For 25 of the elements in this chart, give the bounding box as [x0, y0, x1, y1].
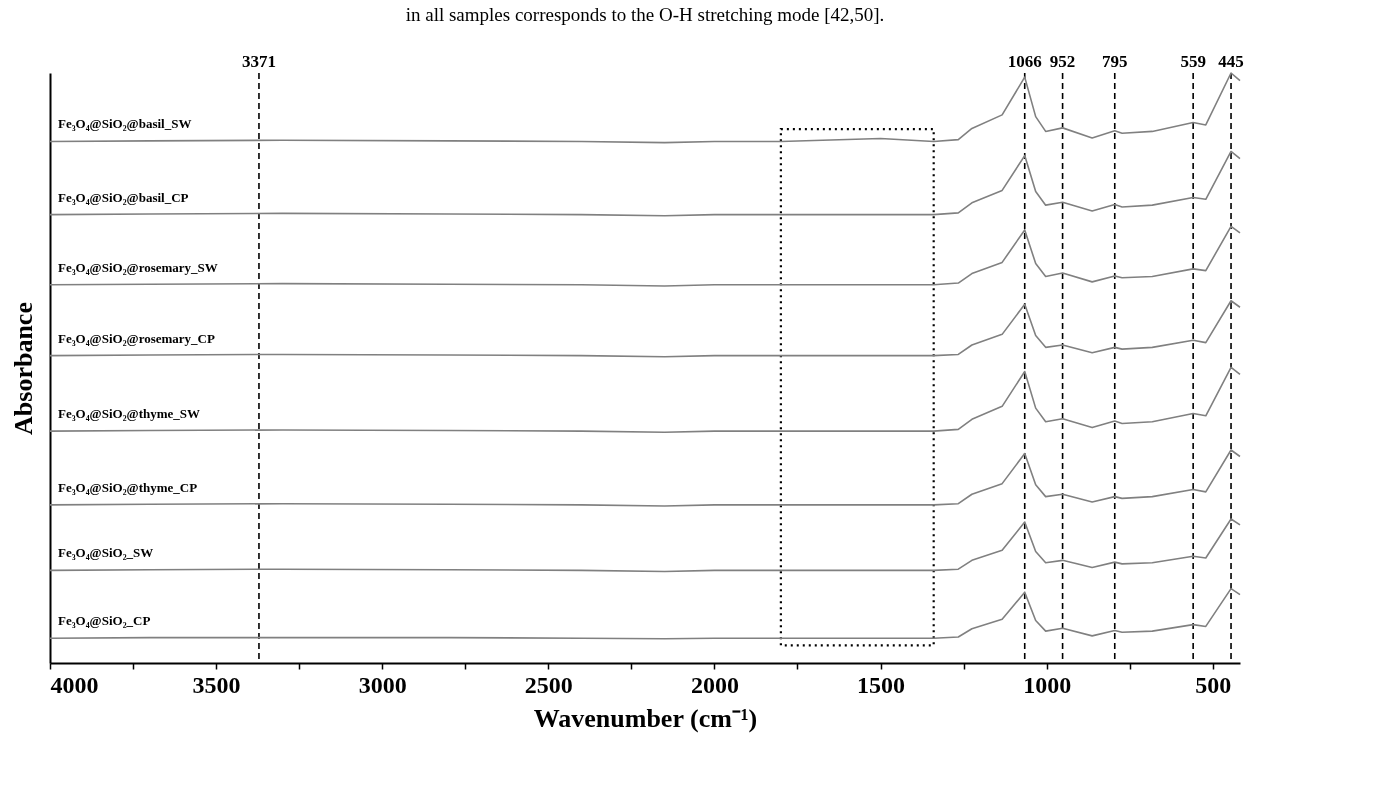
series-label: Fe₃O₄@SiO₂_SW [58, 545, 154, 561]
chart-title: in all samples corresponds to the O-H stretching mode [42,50]. [405, 4, 885, 25]
series-label: Fe₃O₄@SiO₂@basil_CP [58, 189, 189, 205]
series-label: Fe₃O₄@SiO₂@rosemary_SW [58, 259, 218, 275]
series-label: Fe₃O₄@SiO₂@thyme_SW [58, 406, 201, 422]
x-tick-label: 500 [1195, 671, 1232, 698]
x-tick-label: 3500 [192, 671, 241, 698]
x-axis-title: Wavenumber (cm⁻¹) [533, 703, 758, 733]
x-tick-label: 2000 [690, 671, 739, 698]
ref-line-label: 952 [1049, 52, 1076, 71]
x-tick-label: 4000 [50, 671, 99, 698]
series-label: Fe₃O₄@SiO₂@rosemary_CP [58, 330, 215, 346]
x-tick-label: 1500 [857, 671, 906, 698]
series-label: Fe₃O₄@SiO₂_CP [58, 613, 151, 629]
series-label: Fe₃O₄@SiO₂@basil_SW [58, 116, 192, 132]
x-tick-label: 3000 [358, 671, 407, 698]
ref-line-label: 3371 [241, 52, 276, 71]
ref-line-label: 1066 [1007, 52, 1042, 71]
x-tick-label: 2500 [524, 671, 573, 698]
ref-line-label: 445 [1218, 52, 1244, 71]
x-tick-label: 1000 [1023, 671, 1072, 698]
y-axis-title: Absorbance [8, 302, 38, 435]
series-label: Fe₃O₄@SiO₂@thyme_CP [58, 479, 198, 495]
ref-line-label: 559 [1180, 52, 1206, 71]
ref-line-label: 795 [1102, 52, 1128, 71]
